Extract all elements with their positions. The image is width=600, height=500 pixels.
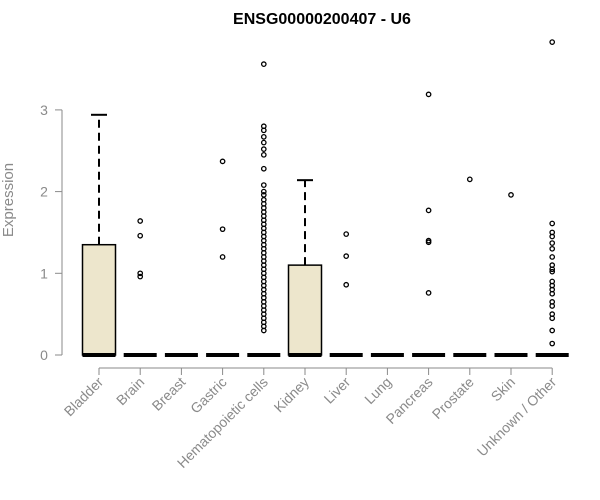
outlier-point	[343, 231, 350, 237]
outlier-point	[343, 253, 350, 259]
outlier-point	[260, 139, 267, 146]
outlier-point	[508, 192, 514, 198]
outlier-point	[260, 127, 267, 134]
outlier-point	[549, 327, 556, 334]
outliers	[137, 39, 556, 347]
x-tick-label: Skin	[488, 374, 519, 405]
outlier-point	[260, 61, 267, 67]
y-tick-label: 3	[40, 102, 48, 118]
box-body	[287, 264, 323, 356]
x-tick-label: Kidney	[271, 374, 313, 416]
y-tick-label: 1	[40, 265, 48, 281]
x-tick-label: Breast	[149, 374, 189, 414]
y-tick-label: 0	[40, 347, 48, 363]
outlier-point	[549, 340, 556, 347]
x-tick-label: Brain	[113, 374, 147, 408]
outlier-point	[549, 233, 556, 240]
outlier-point	[137, 218, 144, 224]
outlier-point	[343, 281, 350, 288]
outlier-point	[549, 266, 556, 273]
outlier-point	[260, 327, 267, 334]
outlier-point	[549, 39, 556, 45]
outlier-point	[425, 207, 432, 214]
outlier-point	[260, 134, 267, 140]
box-body	[81, 243, 117, 356]
x-tick-label: Liver	[321, 374, 354, 407]
x-tick-label: Prostate	[429, 374, 477, 422]
y-tick-label: 2	[40, 184, 48, 200]
outlier-point	[425, 239, 432, 246]
outlier-point	[137, 270, 144, 277]
outlier-point	[549, 220, 556, 227]
outlier-point	[260, 146, 267, 152]
outlier-point	[425, 290, 432, 296]
outlier-point	[549, 245, 556, 252]
outlier-point	[466, 176, 473, 183]
outlier-point	[260, 165, 267, 172]
outlier-point	[219, 226, 226, 233]
outlier-point	[425, 91, 432, 98]
outlier-point	[219, 158, 226, 165]
outlier-point	[549, 315, 556, 322]
outlier-point	[549, 303, 556, 309]
outlier-point	[219, 254, 226, 260]
chart-title: ENSG00000200407 - U6	[233, 11, 411, 28]
outlier-point	[549, 254, 556, 260]
outlier-point	[137, 273, 144, 280]
y-axis-label: Expression	[0, 163, 17, 237]
outlier-point	[549, 290, 556, 297]
outlier-point	[260, 188, 267, 195]
outlier-point	[549, 268, 556, 275]
x-tick-label: Bladder	[61, 374, 107, 420]
box-bladder	[81, 113, 117, 357]
outlier-point	[260, 151, 267, 158]
outlier-point	[260, 182, 267, 188]
outlier-point	[549, 240, 556, 246]
x-tick-label: Lung	[361, 374, 394, 407]
outlier-point	[137, 232, 144, 239]
box-kidney	[287, 179, 323, 357]
boxes	[81, 113, 569, 357]
